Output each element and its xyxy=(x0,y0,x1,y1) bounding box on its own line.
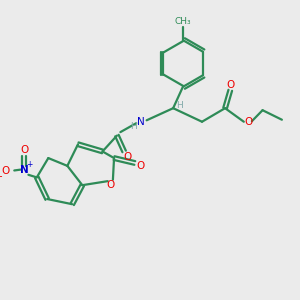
Text: O: O xyxy=(123,152,131,162)
Text: +: + xyxy=(26,160,32,169)
Text: H: H xyxy=(176,101,183,110)
Text: CH₃: CH₃ xyxy=(175,17,192,26)
Text: O: O xyxy=(106,180,115,190)
Text: N: N xyxy=(137,117,145,127)
Text: H: H xyxy=(130,122,137,131)
Text: O: O xyxy=(20,145,28,155)
Text: O: O xyxy=(136,161,144,171)
Text: N: N xyxy=(20,165,28,175)
Text: O: O xyxy=(244,117,252,127)
Text: O: O xyxy=(2,166,10,176)
Text: O: O xyxy=(227,80,235,90)
Text: -: - xyxy=(0,171,2,181)
